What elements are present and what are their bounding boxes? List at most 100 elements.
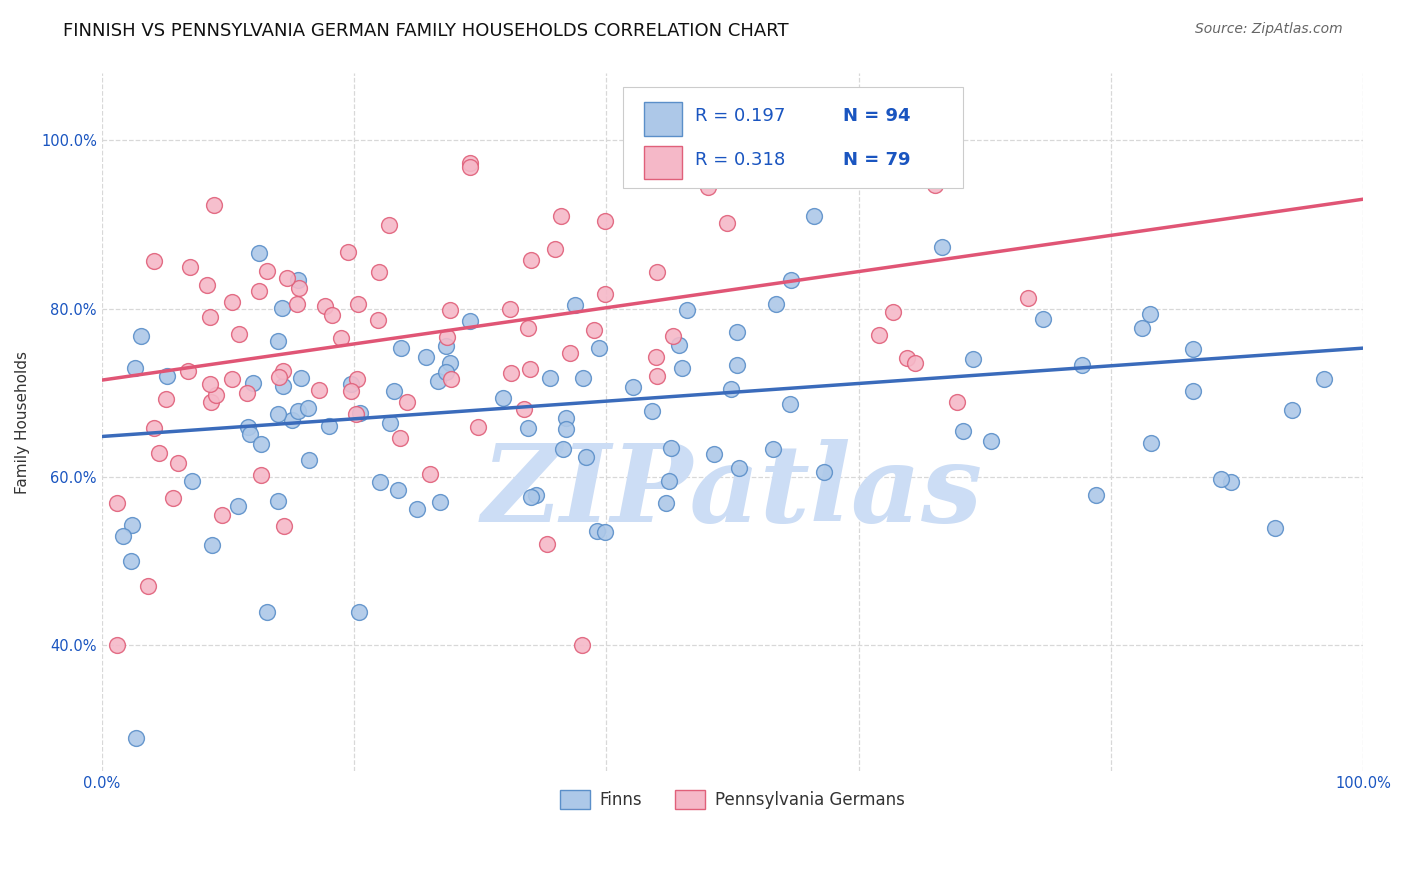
Point xyxy=(406,502,429,516)
Point xyxy=(725,325,748,339)
Point xyxy=(330,330,353,344)
Point xyxy=(540,371,562,385)
Point xyxy=(595,214,617,228)
Point xyxy=(1264,521,1286,535)
Point xyxy=(868,328,890,343)
Point xyxy=(221,371,243,385)
Point xyxy=(221,295,243,310)
Point xyxy=(779,397,801,411)
Point xyxy=(644,350,666,364)
Point xyxy=(105,638,128,652)
Point xyxy=(167,456,190,470)
Point xyxy=(645,265,668,279)
Point xyxy=(349,606,371,620)
Point xyxy=(952,425,974,439)
Point xyxy=(595,524,617,539)
Point xyxy=(271,379,294,393)
Point xyxy=(458,314,481,328)
Point xyxy=(201,538,224,552)
Point xyxy=(368,265,391,279)
Point xyxy=(903,356,925,370)
Point xyxy=(281,413,304,427)
Point xyxy=(439,356,461,370)
Point xyxy=(516,320,538,334)
Point xyxy=(276,270,298,285)
Point xyxy=(501,366,523,380)
Point xyxy=(1182,384,1205,398)
Point xyxy=(1032,311,1054,326)
Point xyxy=(271,301,294,316)
Point xyxy=(200,395,222,409)
Point xyxy=(198,377,221,392)
Point xyxy=(582,323,605,337)
Point xyxy=(368,475,391,490)
Point xyxy=(287,404,309,418)
Point xyxy=(267,407,290,421)
Point xyxy=(155,392,177,406)
Point xyxy=(202,198,225,212)
Point xyxy=(211,508,233,523)
Point xyxy=(896,351,918,366)
Point xyxy=(439,372,461,386)
Point xyxy=(513,401,536,416)
Point xyxy=(1211,471,1233,485)
Point xyxy=(558,346,581,360)
Point xyxy=(491,391,513,405)
Point xyxy=(1139,307,1161,321)
Y-axis label: Family Households: Family Households xyxy=(15,351,30,493)
Point xyxy=(980,434,1002,448)
Point xyxy=(659,441,682,455)
Point xyxy=(675,303,697,318)
Point xyxy=(645,369,668,384)
Point xyxy=(298,453,321,467)
Point xyxy=(239,427,262,442)
Point xyxy=(520,252,543,267)
Point xyxy=(142,253,165,268)
Point xyxy=(236,385,259,400)
Point xyxy=(120,554,142,568)
Point xyxy=(1071,358,1094,372)
FancyBboxPatch shape xyxy=(623,87,963,188)
Point xyxy=(273,518,295,533)
Point xyxy=(1139,436,1161,450)
Point xyxy=(931,240,953,254)
Text: R = 0.318: R = 0.318 xyxy=(695,152,785,169)
Point xyxy=(242,376,264,391)
Point xyxy=(344,407,367,421)
Text: Source: ZipAtlas.com: Source: ZipAtlas.com xyxy=(1195,22,1343,37)
Point xyxy=(236,419,259,434)
Point xyxy=(564,298,586,312)
Point xyxy=(426,375,449,389)
Point xyxy=(347,296,370,310)
Point xyxy=(499,302,522,317)
Point xyxy=(267,370,290,384)
Point xyxy=(267,493,290,508)
Point xyxy=(346,372,368,386)
Point xyxy=(136,579,159,593)
Point xyxy=(572,371,595,385)
Point xyxy=(419,467,441,481)
Bar xyxy=(644,103,682,136)
Point xyxy=(550,210,572,224)
Point xyxy=(725,358,748,372)
Point xyxy=(621,380,644,394)
Point xyxy=(765,297,787,311)
Point xyxy=(197,278,219,293)
Point xyxy=(519,361,541,376)
Point xyxy=(1219,475,1241,489)
Point xyxy=(536,536,558,550)
Point xyxy=(105,495,128,509)
Point xyxy=(434,365,457,379)
Point xyxy=(285,297,308,311)
Point xyxy=(256,264,278,278)
Point xyxy=(177,364,200,378)
Point xyxy=(439,302,461,317)
Point xyxy=(924,178,946,193)
Text: FINNISH VS PENNSYLVANIA GERMAN FAMILY HOUSEHOLDS CORRELATION CHART: FINNISH VS PENNSYLVANIA GERMAN FAMILY HO… xyxy=(63,22,789,40)
Point xyxy=(339,376,361,391)
Point xyxy=(256,605,278,619)
Point xyxy=(380,416,402,430)
Point xyxy=(228,499,250,513)
Point xyxy=(946,395,969,409)
Point xyxy=(658,474,681,488)
